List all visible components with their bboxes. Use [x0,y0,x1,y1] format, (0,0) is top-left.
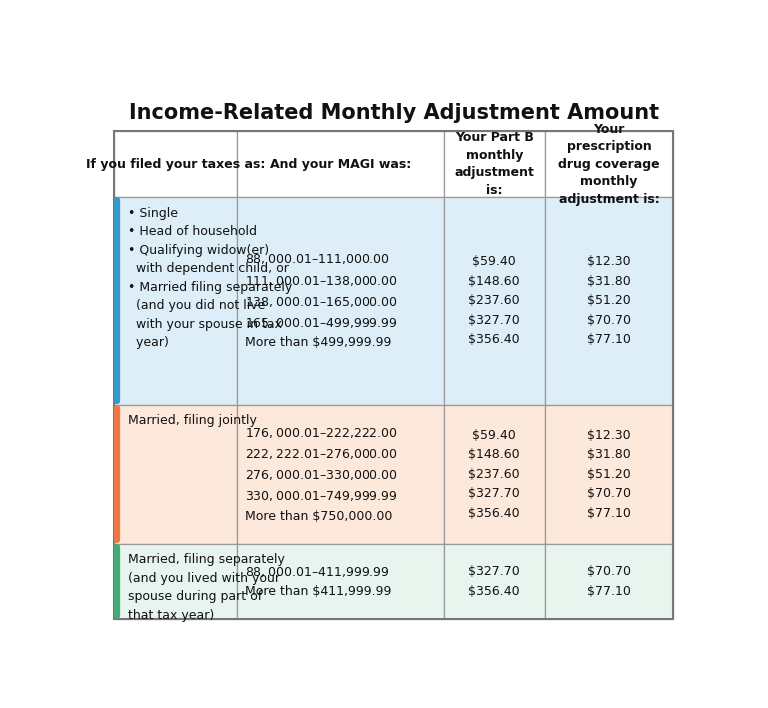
FancyBboxPatch shape [444,131,545,197]
Text: $327.70
$356.40: $327.70 $356.40 [468,565,520,598]
FancyBboxPatch shape [545,544,674,620]
Text: And your MAGI was:: And your MAGI was: [270,158,411,171]
FancyBboxPatch shape [114,197,237,404]
Text: • Single
• Head of household
• Qualifying widow(er)
  with dependent child, or
•: • Single • Head of household • Qualifyin… [128,207,293,350]
FancyBboxPatch shape [114,404,237,544]
FancyBboxPatch shape [545,404,674,544]
FancyBboxPatch shape [237,404,444,544]
Text: Married, filing jointly: Married, filing jointly [128,414,257,428]
FancyBboxPatch shape [444,404,545,544]
Text: $176,000.01 – $222,222.00
$222,222.01 – $276,000.00
$276,000.01 – $330,000.00
$3: $176,000.01 – $222,222.00 $222,222.01 – … [245,426,399,523]
FancyBboxPatch shape [444,544,545,620]
FancyBboxPatch shape [114,131,237,197]
FancyBboxPatch shape [237,544,444,620]
FancyBboxPatch shape [237,197,444,404]
Text: Your
prescription
drug coverage
monthly
adjustment is:: Your prescription drug coverage monthly … [558,122,660,206]
Text: $12.30
$31.80
$51.20
$70.70
$77.10: $12.30 $31.80 $51.20 $70.70 $77.10 [587,428,631,520]
Text: $88,000.01 – $111,000.00
$111,000.01 – $138,000.00
$138,000.01 – $165,000.00
$16: $88,000.01 – $111,000.00 $111,000.01 – $… [245,252,399,349]
FancyBboxPatch shape [545,197,674,404]
Text: Your Part B
monthly
adjustment
is:: Your Part B monthly adjustment is: [455,132,535,197]
FancyBboxPatch shape [114,544,237,620]
FancyBboxPatch shape [444,197,545,404]
Text: If you filed your taxes as:: If you filed your taxes as: [86,158,265,171]
Text: $59.40
$148.60
$237.60
$327.70
$356.40: $59.40 $148.60 $237.60 $327.70 $356.40 [468,428,520,520]
FancyBboxPatch shape [237,131,444,197]
Text: $70.70
$77.10: $70.70 $77.10 [587,565,631,598]
FancyBboxPatch shape [545,131,674,197]
Text: $59.40
$148.60
$237.60
$327.70
$356.40: $59.40 $148.60 $237.60 $327.70 $356.40 [468,256,520,346]
Text: Income-Related Monthly Adjustment Amount: Income-Related Monthly Adjustment Amount [128,103,659,123]
Text: Married, filing separately
(and you lived with your
spouse during part of
that t: Married, filing separately (and you live… [128,554,285,622]
Text: $88,000.01 – $411,999.99
More than $411,999.99: $88,000.01 – $411,999.99 More than $411,… [245,565,392,598]
Text: $12.30
$31.80
$51.20
$70.70
$77.10: $12.30 $31.80 $51.20 $70.70 $77.10 [587,256,631,346]
